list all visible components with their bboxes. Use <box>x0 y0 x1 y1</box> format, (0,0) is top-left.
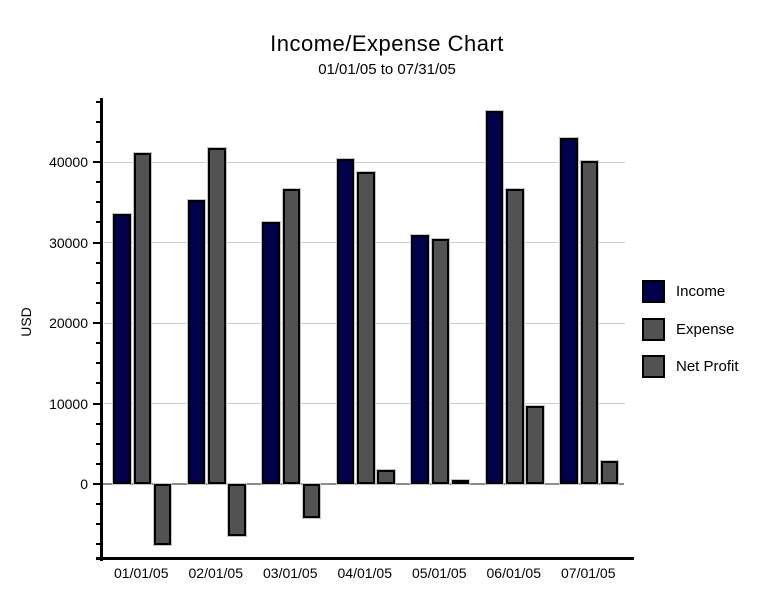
x-tick-label-07/01/05: 07/01/05 <box>561 565 616 581</box>
y-minor-tick-17500 <box>96 342 100 345</box>
x-tick-label-03/01/05: 03/01/05 <box>263 565 318 581</box>
legend-item-expense: Expense <box>642 317 739 341</box>
bar-net-profit-04/01/05 <box>376 469 396 485</box>
chart-subtitle: 01/01/05 to 07/31/05 <box>318 61 456 78</box>
x-tick-label-02/01/05: 02/01/05 <box>188 565 244 581</box>
bar-income-05/01/05 <box>410 234 430 485</box>
y-major-tick-40000 <box>93 161 100 163</box>
zero-line <box>103 483 624 485</box>
y-minor-tick-5000 <box>96 442 100 445</box>
y-tick-label-30000: 30000 <box>49 234 88 251</box>
y-minor-tick--5000 <box>96 523 100 526</box>
net-profit-swatch <box>642 355 665 378</box>
y-minor-tick--7500 <box>96 543 100 546</box>
y-major-tick-0 <box>93 483 100 485</box>
legend: Income Expense Net Profit <box>642 280 739 393</box>
bar-net-profit-07/01/05 <box>599 459 619 485</box>
bar-net-profit-03/01/05 <box>301 483 321 519</box>
y-major-tick-30000 <box>93 241 100 244</box>
y-minor-tick-42500 <box>96 140 100 143</box>
y-minor-tick-47500 <box>96 100 100 103</box>
bar-net-profit-05/01/05 <box>450 478 470 485</box>
y-minor-tick-15000 <box>96 362 100 365</box>
legend-item-netprofit: Net Profit <box>642 355 739 378</box>
y-minor-tick--2500 <box>96 503 100 506</box>
y-minor-tick-32500 <box>96 221 100 224</box>
bar-income-01/01/05 <box>112 213 132 485</box>
bar-expense-02/01/05 <box>207 147 227 485</box>
y-major-tick-10000 <box>93 402 100 405</box>
chart-title: Income/Expense Chart <box>270 31 504 56</box>
bar-expense-03/01/05 <box>281 187 301 485</box>
bar-income-07/01/05 <box>559 136 579 485</box>
x-tick-label-06/01/05: 06/01/05 <box>486 565 542 581</box>
y-axis-line <box>100 98 103 561</box>
bar-net-profit-06/01/05 <box>525 404 545 485</box>
bar-expense-05/01/05 <box>430 238 450 485</box>
y-minor-tick-22500 <box>96 301 100 304</box>
gridline-40000 <box>104 161 625 163</box>
plot-area <box>103 100 627 561</box>
bar-expense-01/01/05 <box>132 152 152 485</box>
bar-income-04/01/05 <box>335 157 355 485</box>
bar-income-02/01/05 <box>186 198 206 485</box>
y-tick-label-10000: 10000 <box>49 395 88 412</box>
expense-swatch <box>642 317 665 341</box>
bar-income-06/01/05 <box>484 110 504 485</box>
y-minor-tick-37500 <box>96 181 100 184</box>
bar-net-profit-01/01/05 <box>152 482 172 547</box>
bar-income-03/01/05 <box>261 221 281 485</box>
legend-label-income: Income <box>676 283 726 300</box>
legend-item-income: Income <box>642 280 739 303</box>
legend-label-netprofit: Net Profit <box>676 358 739 375</box>
y-major-tick-20000 <box>93 322 100 324</box>
y-minor-tick-27500 <box>96 261 100 264</box>
bar-expense-07/01/05 <box>579 160 599 485</box>
bar-net-profit-02/01/05 <box>227 483 247 537</box>
y-tick-label-40000: 40000 <box>49 154 88 170</box>
x-axis-line <box>96 557 634 560</box>
y-minor-tick-35000 <box>96 201 100 204</box>
y-minor-tick-2500 <box>96 462 100 465</box>
x-tick-label-04/01/05: 04/01/05 <box>337 565 393 581</box>
x-tick-label-01/01/05: 01/01/05 <box>114 565 169 581</box>
bar-expense-04/01/05 <box>356 171 376 485</box>
y-minor-tick-12500 <box>96 382 100 385</box>
income-swatch <box>642 280 665 303</box>
y-minor-tick-7500 <box>96 422 100 425</box>
y-tick-label-0: 0 <box>80 476 88 492</box>
y-tick-label-20000: 20000 <box>49 315 88 331</box>
y-minor-tick-45000 <box>96 120 100 123</box>
legend-label-expense: Expense <box>676 320 735 338</box>
x-tick-label-05/01/05: 05/01/05 <box>412 565 467 581</box>
y-minor-tick-25000 <box>96 281 100 284</box>
bar-expense-06/01/05 <box>505 188 525 485</box>
